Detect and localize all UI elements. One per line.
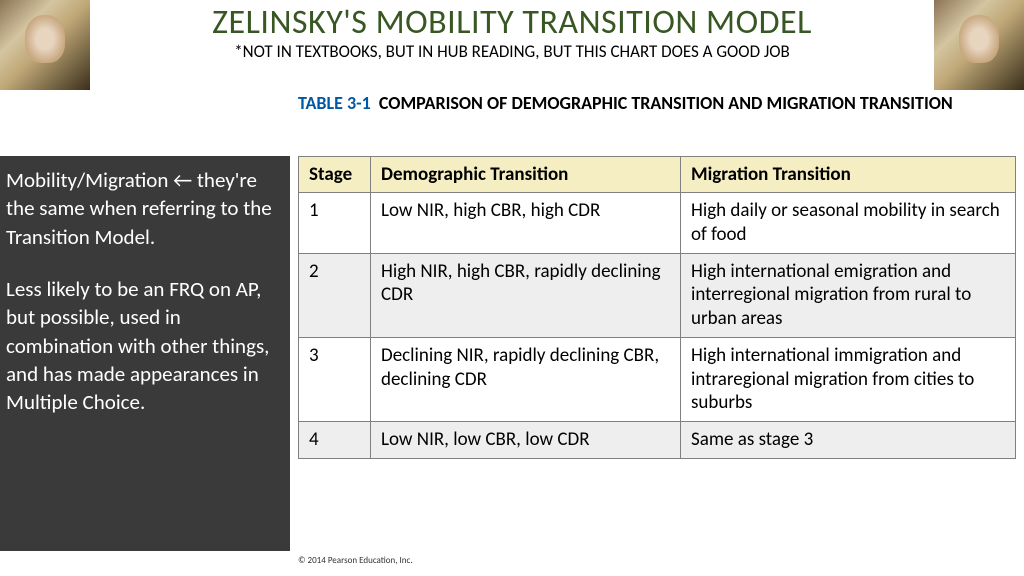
table-row: 1Low NIR, high CBR, high CDRHigh daily o… [299,193,1016,254]
sidebar-note: Mobility/Migration ← they're the same wh… [0,156,290,551]
cell-stage: 2 [299,253,371,337]
table-header: Demographic Transition [371,157,681,193]
title-block: ZELINSKY'S MOBILITY TRANSITION MODEL *NO… [90,0,934,62]
table-row: 3Declining NIR, rapidly declining CBR, d… [299,337,1016,421]
table-row: 2High NIR, high CBR, rapidly declining C… [299,253,1016,337]
cell-mig: High daily or seasonal mobility in searc… [681,193,1016,254]
cell-stage: 3 [299,337,371,421]
portrait-left [0,0,90,90]
sidebar-p2: Less likely to be an FRQ on AP, but poss… [6,275,282,417]
sidebar-p1: Mobility/Migration ← they're the same wh… [6,166,282,251]
comparison-table: StageDemographic TransitionMigration Tra… [298,156,1016,459]
caption-text: COMPARISON OF DEMOGRAPHIC TRANSITION AND… [375,92,953,114]
cell-demo: Low NIR, low CBR, low CDR [371,422,681,459]
cell-stage: 4 [299,422,371,459]
cell-demo: Declining NIR, rapidly declining CBR, de… [371,337,681,421]
table-header: Stage [299,157,371,193]
cell-demo: High NIR, high CBR, rapidly declining CD… [371,253,681,337]
portrait-right [934,0,1024,90]
cell-demo: Low NIR, high CBR, high CDR [371,193,681,254]
subtitle: *NOT IN TEXTBOOKS, BUT IN HUB READING, B… [90,41,934,62]
table-caption: TABLE 3-1 COMPARISON OF DEMOGRAPHIC TRAN… [298,92,998,115]
table-header: Migration Transition [681,157,1016,193]
cell-mig: High international immigration and intra… [681,337,1016,421]
cell-stage: 1 [299,193,371,254]
cell-mig: Same as stage 3 [681,422,1016,459]
caption-prefix: TABLE 3-1 [298,92,371,114]
table-row: 4Low NIR, low CBR, low CDRSame as stage … [299,422,1016,459]
credit-line: © 2014 Pearson Education, Inc. [298,555,413,566]
main-title: ZELINSKY'S MOBILITY TRANSITION MODEL [90,2,934,43]
cell-mig: High international emigration and interr… [681,253,1016,337]
comparison-table-wrap: StageDemographic TransitionMigration Tra… [298,156,1016,459]
header: ZELINSKY'S MOBILITY TRANSITION MODEL *NO… [0,0,1024,90]
